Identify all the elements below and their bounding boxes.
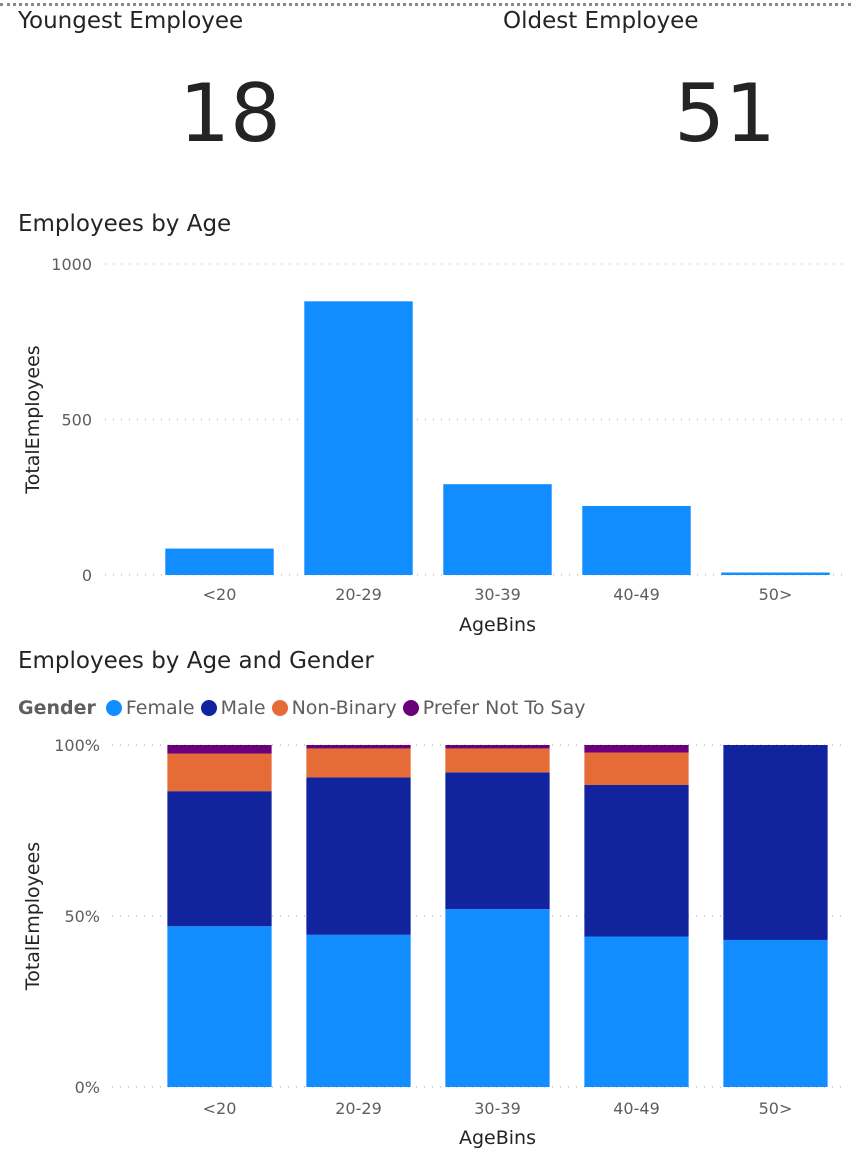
x-tick-label: 50>: [759, 585, 793, 604]
top-border: [0, 3, 851, 6]
gender-legend: Gender Female Male Non-Binary Prefer Not…: [18, 695, 591, 721]
bar-20-non-binary: [167, 753, 272, 792]
legend-item-female[interactable]: Female: [105, 697, 195, 719]
bar-30-39-non-binary: [445, 748, 550, 773]
y-tick-label: 1000: [51, 255, 92, 274]
y-tick-label: 100%: [54, 736, 100, 755]
legend-label-female: Female: [125, 697, 195, 719]
x-tick-label: 30-39: [474, 1099, 521, 1118]
youngest-card-value: 18: [179, 67, 281, 160]
bar-20-29-non-binary: [306, 748, 411, 778]
x-tick-label: 20-29: [335, 585, 382, 604]
youngest-card-title: Youngest Employee: [18, 8, 244, 34]
prefer-not-to-say-dot-icon: [402, 700, 419, 716]
bar-20-29-male: [306, 777, 411, 935]
y-tick-label: 0%: [75, 1078, 100, 1097]
bar-20-29: [304, 301, 413, 575]
x-axis-label: AgeBins: [459, 614, 536, 636]
bar-40-49: [582, 505, 691, 575]
y-axis-label: TotalEmployees: [22, 345, 44, 494]
non-binary-dot-icon: [271, 700, 288, 716]
y-tick-label: 50%: [64, 907, 100, 926]
bar-50: [721, 572, 830, 575]
oldest-card-value: 51: [674, 67, 776, 160]
legend-item-prefer-not-to-say[interactable]: Prefer Not To Say: [402, 697, 586, 719]
bar-30-39-male: [445, 772, 550, 910]
bar-50-male: [723, 745, 828, 940]
age-chart-title: Employees by Age: [18, 211, 232, 237]
bar-40-49-male: [584, 785, 689, 937]
bar-20-female: [167, 926, 272, 1087]
bar-50-female: [723, 939, 828, 1087]
legend-label-prefer-not-to-say: Prefer Not To Say: [422, 697, 586, 719]
y-tick-label: 0: [82, 566, 92, 585]
y-tick-label: 500: [61, 411, 92, 430]
age-gender-chart-title: Employees by Age and Gender: [18, 648, 374, 674]
x-tick-label: 50>: [759, 1099, 793, 1118]
x-tick-label: 30-39: [474, 585, 521, 604]
bar-20-male: [167, 791, 272, 927]
x-axis-label: AgeBins: [459, 1127, 536, 1149]
male-dot-icon: [200, 700, 217, 716]
age-bar-chart: 0 500 1000 <20 20-29 30-39 40-49 50> AgeBins Tota…: [22, 255, 845, 636]
bar-20-29-prefer-not-to-say: [306, 745, 411, 749]
bar-20: [165, 548, 274, 575]
x-tick-label: <20: [203, 1099, 237, 1118]
bar-30-39-female: [445, 909, 550, 1087]
x-tick-label: 40-49: [613, 1099, 660, 1118]
age-gender-stacked-chart: 0% 50% 100% <20 20-29 30-39 40-49 50> AgeBins Tot…: [22, 736, 845, 1149]
y-axis-label: TotalEmployees: [22, 842, 44, 991]
x-tick-label: <20: [203, 585, 237, 604]
bar-20-29-female: [306, 934, 411, 1087]
bar-40-49-non-binary: [584, 752, 689, 786]
bar-20-prefer-not-to-say: [167, 745, 272, 754]
bar-30-39-prefer-not-to-say: [445, 745, 550, 749]
legend-label-male: Male: [220, 697, 266, 719]
bar-40-49-female: [584, 936, 689, 1087]
x-tick-label: 40-49: [613, 585, 660, 604]
female-dot-icon: [105, 700, 122, 716]
bar-40-49-prefer-not-to-say: [584, 745, 689, 753]
oldest-card-title: Oldest Employee: [503, 8, 699, 34]
legend-label-non-binary: Non-Binary: [291, 697, 397, 719]
x-tick-label: 20-29: [335, 1099, 382, 1118]
legend-item-non-binary[interactable]: Non-Binary: [271, 697, 397, 719]
legend-title: Gender: [18, 697, 96, 719]
bar-30-39: [443, 484, 552, 575]
legend-item-male[interactable]: Male: [200, 697, 266, 719]
